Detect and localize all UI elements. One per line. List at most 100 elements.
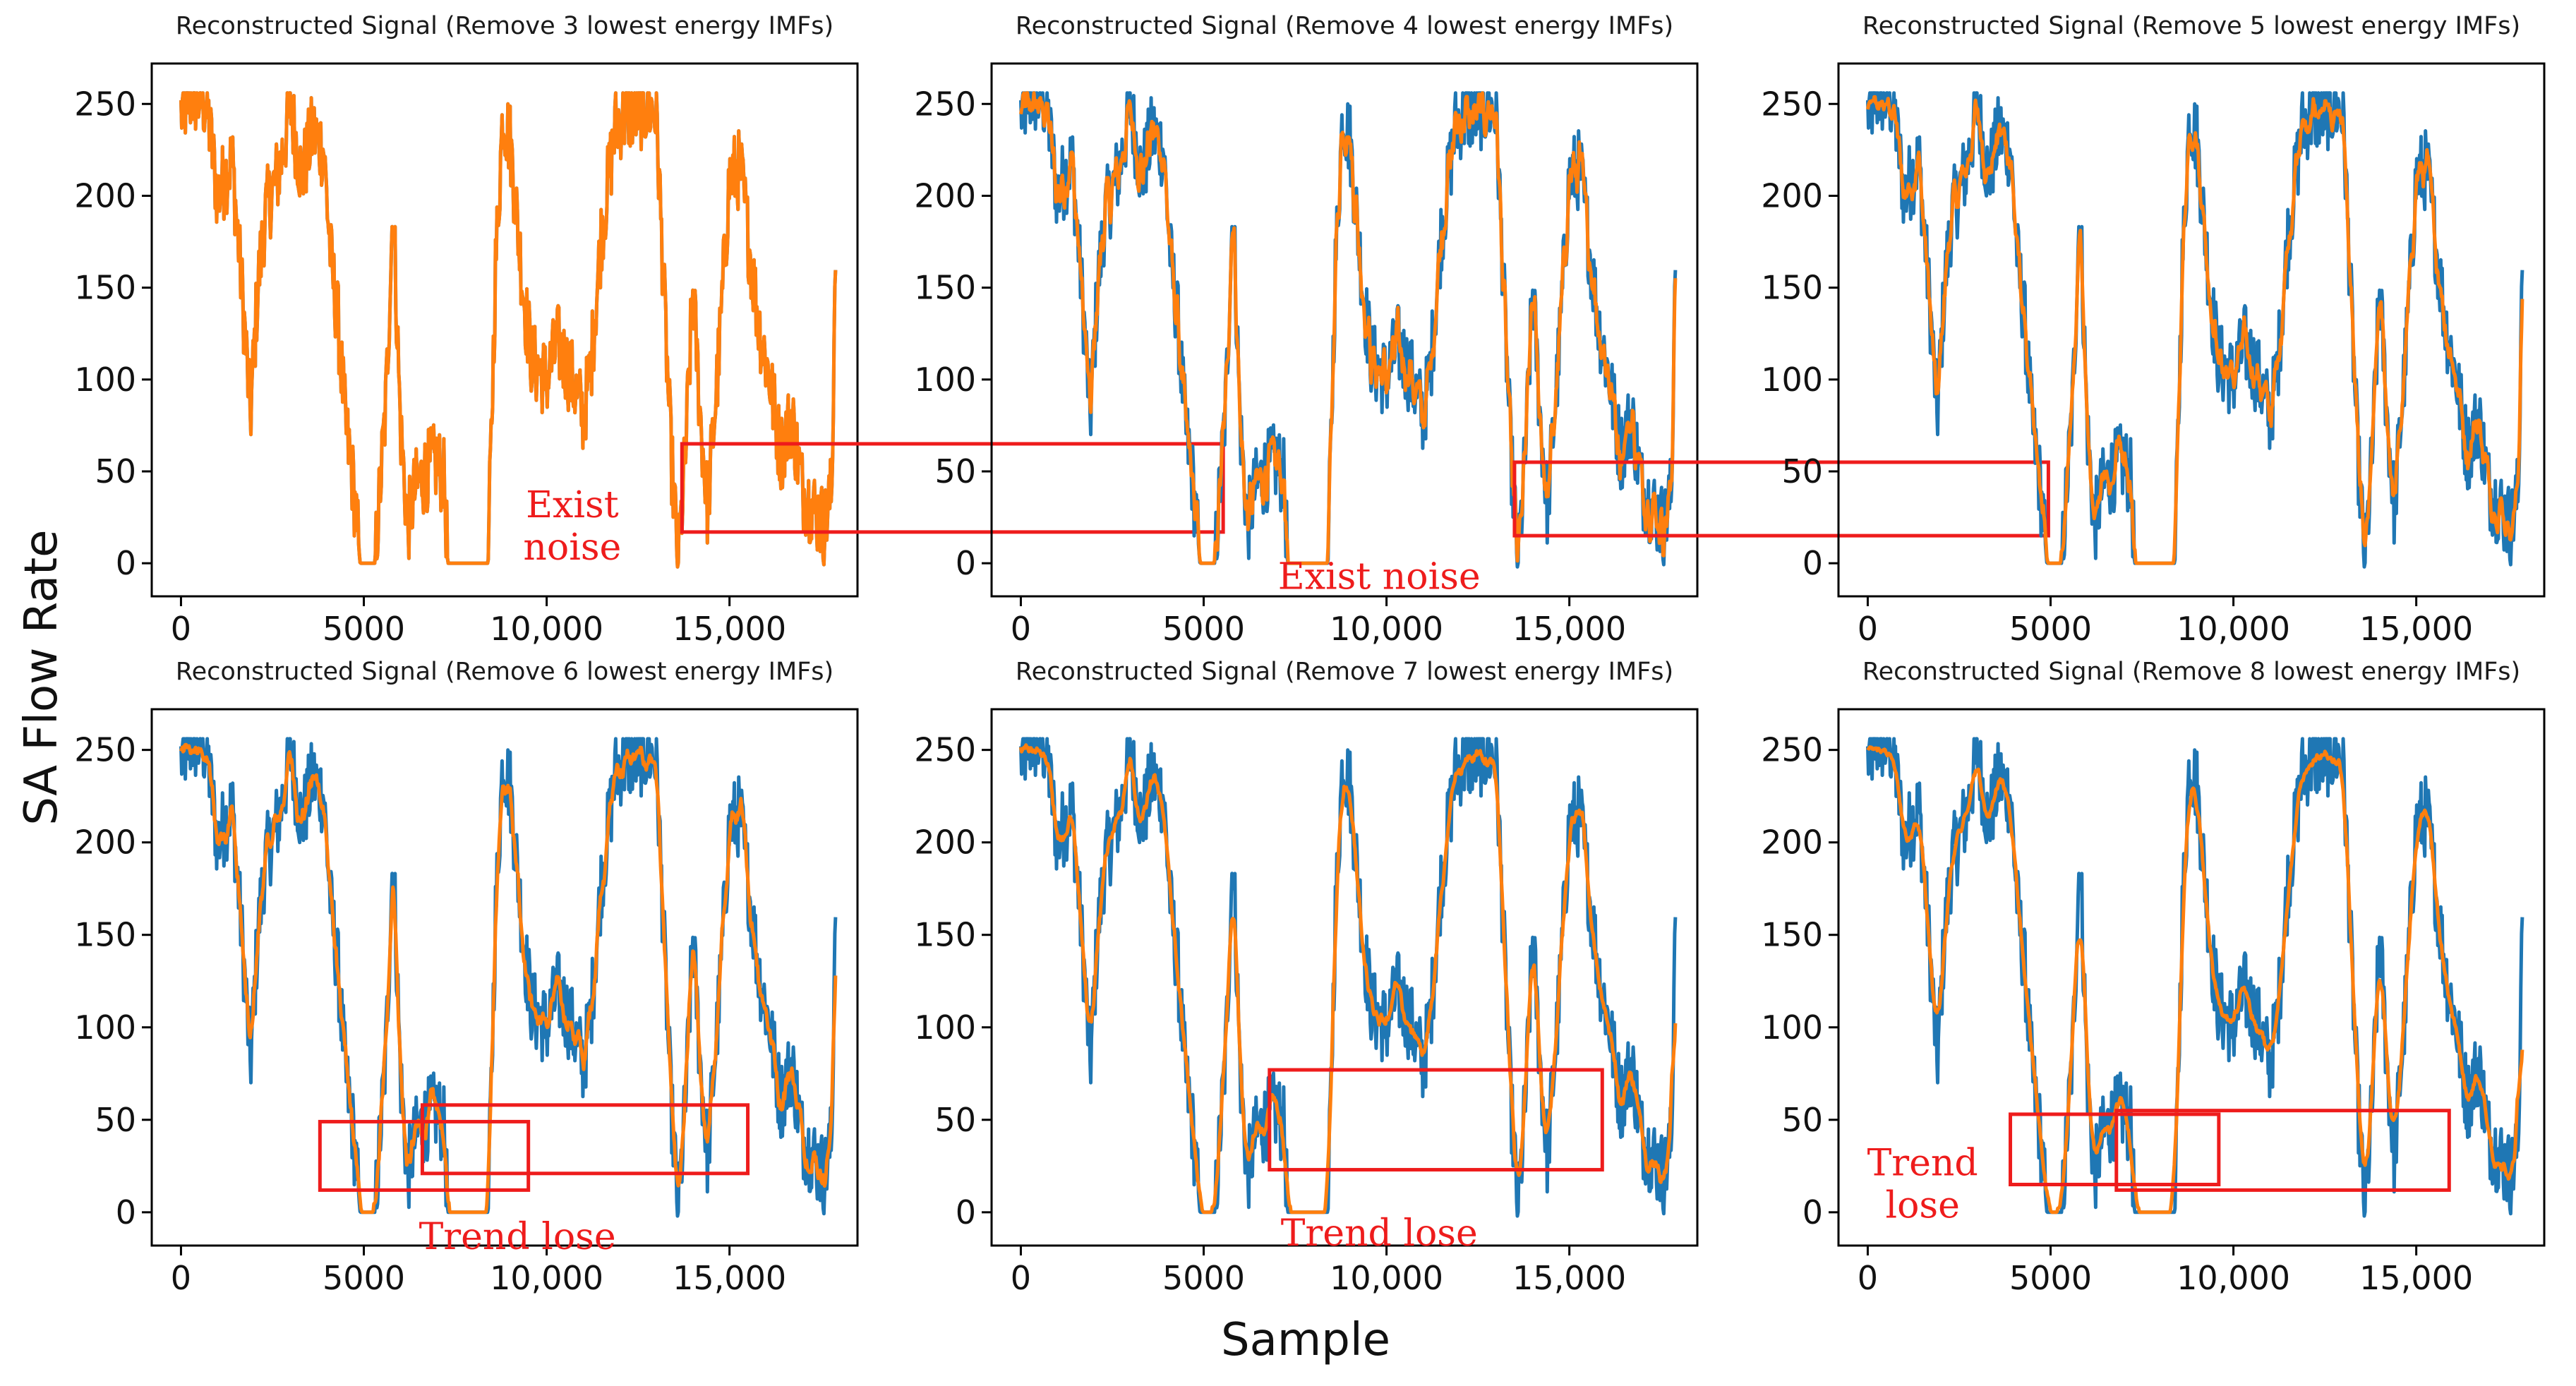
y-tick-label: 50 xyxy=(934,1101,976,1139)
y-tick-label: 100 xyxy=(74,361,136,399)
y-tick-label: 250 xyxy=(914,731,976,769)
x-tick-label: 5000 xyxy=(323,1259,405,1297)
annotation-line: noise xyxy=(523,526,621,569)
x-tick-label: 0 xyxy=(1858,610,1878,648)
series-line-original xyxy=(1866,737,2524,1218)
y-tick-label: 150 xyxy=(74,916,136,954)
annotation-line: lose xyxy=(1885,1184,1959,1227)
x-tick-label: 5000 xyxy=(2009,610,2092,648)
annotation-line: Trend lose xyxy=(419,1216,616,1258)
annotation-text: Exist noise xyxy=(523,484,621,569)
y-tick-label: 0 xyxy=(1802,544,1823,582)
annotation-box xyxy=(1512,460,2050,538)
y-tick-label: 200 xyxy=(74,824,136,862)
y-tick-label: 100 xyxy=(1761,1008,1823,1047)
annotation-text: Trend lose xyxy=(419,1216,616,1258)
series-line-original xyxy=(179,737,838,1218)
series-line-reconstructed xyxy=(179,91,838,569)
chart-panel-r2c2: Reconstructed Signal (Remove 7 lowest en… xyxy=(914,658,1699,1297)
chart-title: Reconstructed Signal (Remove 3 lowest en… xyxy=(176,12,833,40)
plot-frame xyxy=(990,62,1699,598)
x-tick-label: 10,000 xyxy=(1330,1259,1443,1297)
x-tick-label: 0 xyxy=(1011,1259,1031,1297)
y-tick-label: 0 xyxy=(116,544,136,582)
y-tick-label: 50 xyxy=(95,1101,136,1139)
chart-title: Reconstructed Signal (Remove 7 lowest en… xyxy=(1016,658,1673,686)
x-tick-label: 10,000 xyxy=(2177,1259,2290,1297)
y-tick-label: 50 xyxy=(934,452,976,490)
annotation-text: Trend lose xyxy=(1867,1142,1978,1227)
y-tick-label: 50 xyxy=(1781,452,1823,490)
chart-title: Reconstructed Signal (Remove 6 lowest en… xyxy=(176,658,833,686)
y-tick-label: 150 xyxy=(1761,269,1823,307)
x-tick-label: 5000 xyxy=(323,610,405,648)
chart-panel-r1c3: Reconstructed Signal (Remove 5 lowest en… xyxy=(1761,12,2546,648)
annotation-box xyxy=(2114,1109,2451,1192)
annotation-line: Trend xyxy=(1867,1142,1978,1184)
y-tick-label: 150 xyxy=(914,269,976,307)
x-tick-label: 0 xyxy=(1858,1259,1878,1297)
series-line-reconstructed xyxy=(1019,91,1678,565)
y-tick-label: 150 xyxy=(74,269,136,307)
y-tick-label: 100 xyxy=(1761,361,1823,399)
y-axis-label: SA Flow Rate xyxy=(16,529,68,825)
x-tick-label: 15,000 xyxy=(673,1259,786,1297)
x-axis-label: Sample xyxy=(1221,1314,1390,1366)
series-line-reconstructed xyxy=(1866,745,2524,1215)
series-line-reconstructed xyxy=(179,742,838,1215)
x-tick-label: 5000 xyxy=(2009,1259,2092,1297)
y-tick-label: 250 xyxy=(74,731,136,769)
annotation-text: Trend lose xyxy=(1281,1212,1478,1255)
plot-frame xyxy=(1837,708,2546,1247)
x-tick-label: 10,000 xyxy=(490,1259,603,1297)
x-tick-label: 10,000 xyxy=(1330,610,1443,648)
plot-frame xyxy=(990,708,1699,1247)
plot-frame xyxy=(150,708,859,1247)
x-tick-label: 10,000 xyxy=(490,610,603,648)
chart-panel-r1c2: Reconstructed Signal (Remove 4 lowest en… xyxy=(914,12,2050,648)
y-tick-label: 100 xyxy=(74,1008,136,1047)
series-line-reconstructed xyxy=(1866,95,2524,565)
y-tick-label: 200 xyxy=(74,176,136,215)
plot-frame xyxy=(1837,62,2546,598)
x-tick-label: 5000 xyxy=(1162,1259,1245,1297)
annotation-box xyxy=(318,1119,531,1192)
y-tick-label: 250 xyxy=(74,85,136,123)
annotation-line: Trend lose xyxy=(1281,1212,1478,1255)
x-tick-label: 0 xyxy=(171,1259,191,1297)
y-tick-label: 0 xyxy=(956,544,976,582)
y-tick-label: 250 xyxy=(1761,731,1823,769)
y-tick-label: 150 xyxy=(914,916,976,954)
series-line-reconstructed xyxy=(1019,743,1678,1215)
chart-panel-r1c1: Reconstructed Signal (Remove 3 lowest en… xyxy=(74,12,1225,648)
annotation-text: Exist noise xyxy=(1278,556,1481,598)
y-tick-label: 100 xyxy=(914,361,976,399)
y-tick-label: 250 xyxy=(1761,85,1823,123)
y-tick-label: 0 xyxy=(116,1193,136,1231)
x-tick-label: 0 xyxy=(1011,610,1031,648)
x-tick-label: 0 xyxy=(171,610,191,648)
chart-panel-r2c3: Reconstructed Signal (Remove 8 lowest en… xyxy=(1761,658,2546,1297)
x-tick-label: 15,000 xyxy=(2359,610,2473,648)
y-tick-label: 200 xyxy=(914,176,976,215)
chart-panels: Reconstructed Signal (Remove 3 lowest en… xyxy=(74,12,2546,1297)
annotation-box xyxy=(420,1103,750,1176)
y-tick-label: 50 xyxy=(1781,1101,1823,1139)
y-tick-label: 200 xyxy=(914,824,976,862)
chart-title: Reconstructed Signal (Remove 8 lowest en… xyxy=(1862,658,2520,686)
x-tick-label: 15,000 xyxy=(673,610,786,648)
plot-frame xyxy=(150,62,859,598)
y-tick-label: 200 xyxy=(1761,824,1823,862)
chart-panel-r2c1: Reconstructed Signal (Remove 6 lowest en… xyxy=(74,658,859,1297)
y-tick-label: 150 xyxy=(1761,916,1823,954)
annotation-line: Exist noise xyxy=(1278,556,1481,598)
x-tick-label: 15,000 xyxy=(2359,1259,2473,1297)
y-tick-label: 0 xyxy=(956,1193,976,1231)
x-tick-label: 5000 xyxy=(1162,610,1245,648)
annotation-box xyxy=(1268,1068,1604,1172)
y-tick-label: 0 xyxy=(1802,1193,1823,1231)
annotation-box xyxy=(2009,1112,2221,1187)
y-tick-label: 250 xyxy=(914,85,976,123)
annotation-box xyxy=(680,442,1225,534)
